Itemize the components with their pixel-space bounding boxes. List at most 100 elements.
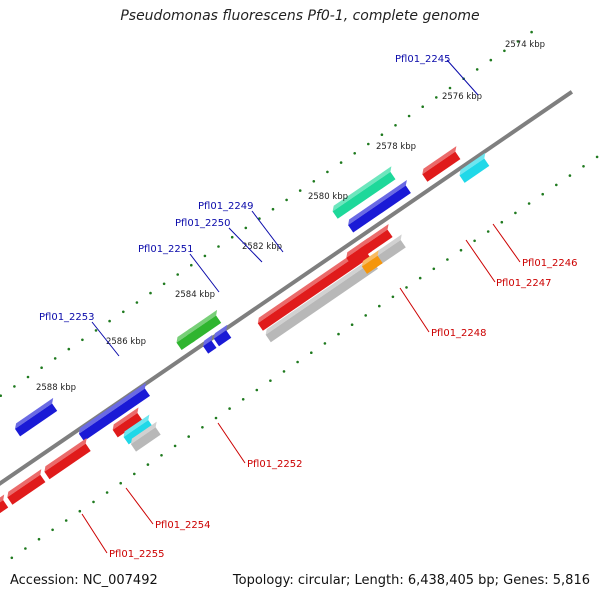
tick-dot bbox=[405, 286, 408, 289]
tick-dot bbox=[527, 202, 531, 205]
tick-dot bbox=[310, 351, 313, 355]
tick-dot bbox=[339, 161, 343, 164]
reverse-gene-label: Pfl01_2252 bbox=[217, 422, 303, 470]
gene-top-face bbox=[203, 334, 213, 347]
tick-dot bbox=[394, 124, 397, 127]
reverse-gene-label: Pfl01_2248 bbox=[399, 287, 487, 339]
gene-block bbox=[422, 146, 461, 182]
tick-dot bbox=[378, 304, 381, 308]
gene-label: Pfl01_2251 bbox=[138, 244, 194, 255]
leader-line bbox=[399, 287, 430, 333]
leader-line bbox=[81, 513, 108, 554]
tick-dot bbox=[51, 528, 54, 532]
kbp-tick-label: 2574 kbp bbox=[505, 40, 545, 50]
tick-dot bbox=[391, 295, 395, 299]
tick-dot bbox=[78, 509, 82, 513]
gene-label: Pfl01_2246 bbox=[522, 258, 578, 269]
tick-dot bbox=[269, 379, 272, 383]
forward-gene-label: Pfl01_2251 bbox=[138, 244, 220, 293]
tick-dot bbox=[146, 463, 150, 466]
gene-top-face bbox=[123, 414, 150, 437]
accession-label: Accession: NC_007492 bbox=[10, 573, 158, 588]
tick-dot bbox=[432, 267, 436, 271]
tick-dot bbox=[323, 342, 327, 345]
tick-dot bbox=[255, 388, 259, 392]
tick-dot bbox=[407, 114, 411, 118]
gene-top-face bbox=[358, 224, 389, 250]
tick-dot bbox=[173, 444, 177, 448]
tick-dot bbox=[326, 170, 329, 174]
lower-tick-row bbox=[10, 155, 599, 560]
tick-dot bbox=[190, 263, 193, 267]
gene-top-face bbox=[213, 324, 228, 339]
tick-dot bbox=[473, 239, 476, 243]
tick-dot bbox=[214, 416, 218, 420]
gene-label: Pfl01_2252 bbox=[247, 459, 303, 470]
gene-top-face bbox=[422, 146, 457, 175]
gene-body bbox=[187, 315, 222, 343]
gene-block bbox=[123, 414, 154, 445]
tick-dot bbox=[37, 537, 41, 541]
kbp-tick-label: 2586 kbp bbox=[106, 337, 146, 347]
gene-top-face bbox=[78, 382, 146, 434]
tick-dot bbox=[530, 30, 533, 34]
tick-dot bbox=[10, 556, 14, 560]
tick-dot bbox=[187, 435, 190, 438]
tick-dot bbox=[446, 258, 449, 261]
gene-label: Pfl01_2247 bbox=[496, 278, 552, 289]
gene-body bbox=[257, 249, 371, 331]
kbp-tick-label: 2576 kbp bbox=[442, 92, 482, 102]
tick-dot bbox=[135, 301, 139, 304]
gene-body bbox=[358, 229, 393, 257]
forward-gene-label: Pfl01_2250 bbox=[175, 218, 263, 263]
tick-dot bbox=[81, 338, 84, 342]
tick-dot bbox=[364, 314, 368, 317]
gene-top-face bbox=[459, 152, 486, 176]
gene-body bbox=[422, 151, 461, 182]
genome-backbone bbox=[0, 90, 574, 486]
gene-body bbox=[332, 171, 396, 219]
tick-dot bbox=[350, 323, 354, 327]
tick-dot bbox=[244, 226, 248, 230]
reverse-gene-label: Pfl01_2246 bbox=[492, 223, 578, 269]
tick-dot bbox=[475, 68, 479, 71]
gene-block bbox=[187, 309, 222, 343]
gene-body bbox=[0, 500, 9, 514]
gene-body bbox=[203, 340, 217, 354]
gene-label: Pfl01_2249 bbox=[198, 201, 254, 212]
gene-label: Pfl01_2250 bbox=[175, 218, 231, 229]
leader-line bbox=[251, 210, 284, 253]
tick-dot bbox=[176, 273, 179, 276]
tick-dot bbox=[516, 40, 520, 43]
gene-block bbox=[78, 382, 150, 442]
tick-dot bbox=[435, 96, 438, 99]
gene-block bbox=[112, 407, 143, 438]
gene-body bbox=[213, 330, 232, 347]
tick-dot bbox=[298, 189, 302, 192]
tick-dot bbox=[0, 394, 2, 397]
tick-dot bbox=[13, 385, 16, 388]
tick-dot bbox=[241, 398, 245, 401]
tick-dot bbox=[285, 198, 288, 202]
tick-dot bbox=[541, 192, 544, 196]
gene-top-face bbox=[0, 494, 5, 503]
kbp-tick-label: 2584 kbp bbox=[175, 290, 215, 300]
tick-dot bbox=[367, 142, 370, 146]
tick-dot bbox=[64, 519, 68, 522]
gene-top-face bbox=[176, 328, 191, 343]
gene-top-face bbox=[332, 166, 392, 212]
forward-gene-label: Pfl01_2249 bbox=[198, 201, 284, 253]
kbp-tick-label: 2578 kbp bbox=[376, 142, 416, 152]
tick-dot bbox=[217, 245, 220, 248]
gene-block bbox=[15, 397, 58, 437]
gene-block bbox=[257, 244, 371, 331]
gene-block bbox=[0, 494, 9, 514]
gene-body bbox=[15, 403, 58, 437]
gene-block bbox=[265, 255, 378, 343]
gene-top-face bbox=[265, 255, 374, 335]
gene-top-face bbox=[348, 180, 407, 226]
tick-dot bbox=[67, 347, 71, 351]
tick-dot bbox=[282, 370, 286, 373]
leader-line bbox=[228, 227, 263, 263]
leader-line bbox=[91, 321, 120, 357]
